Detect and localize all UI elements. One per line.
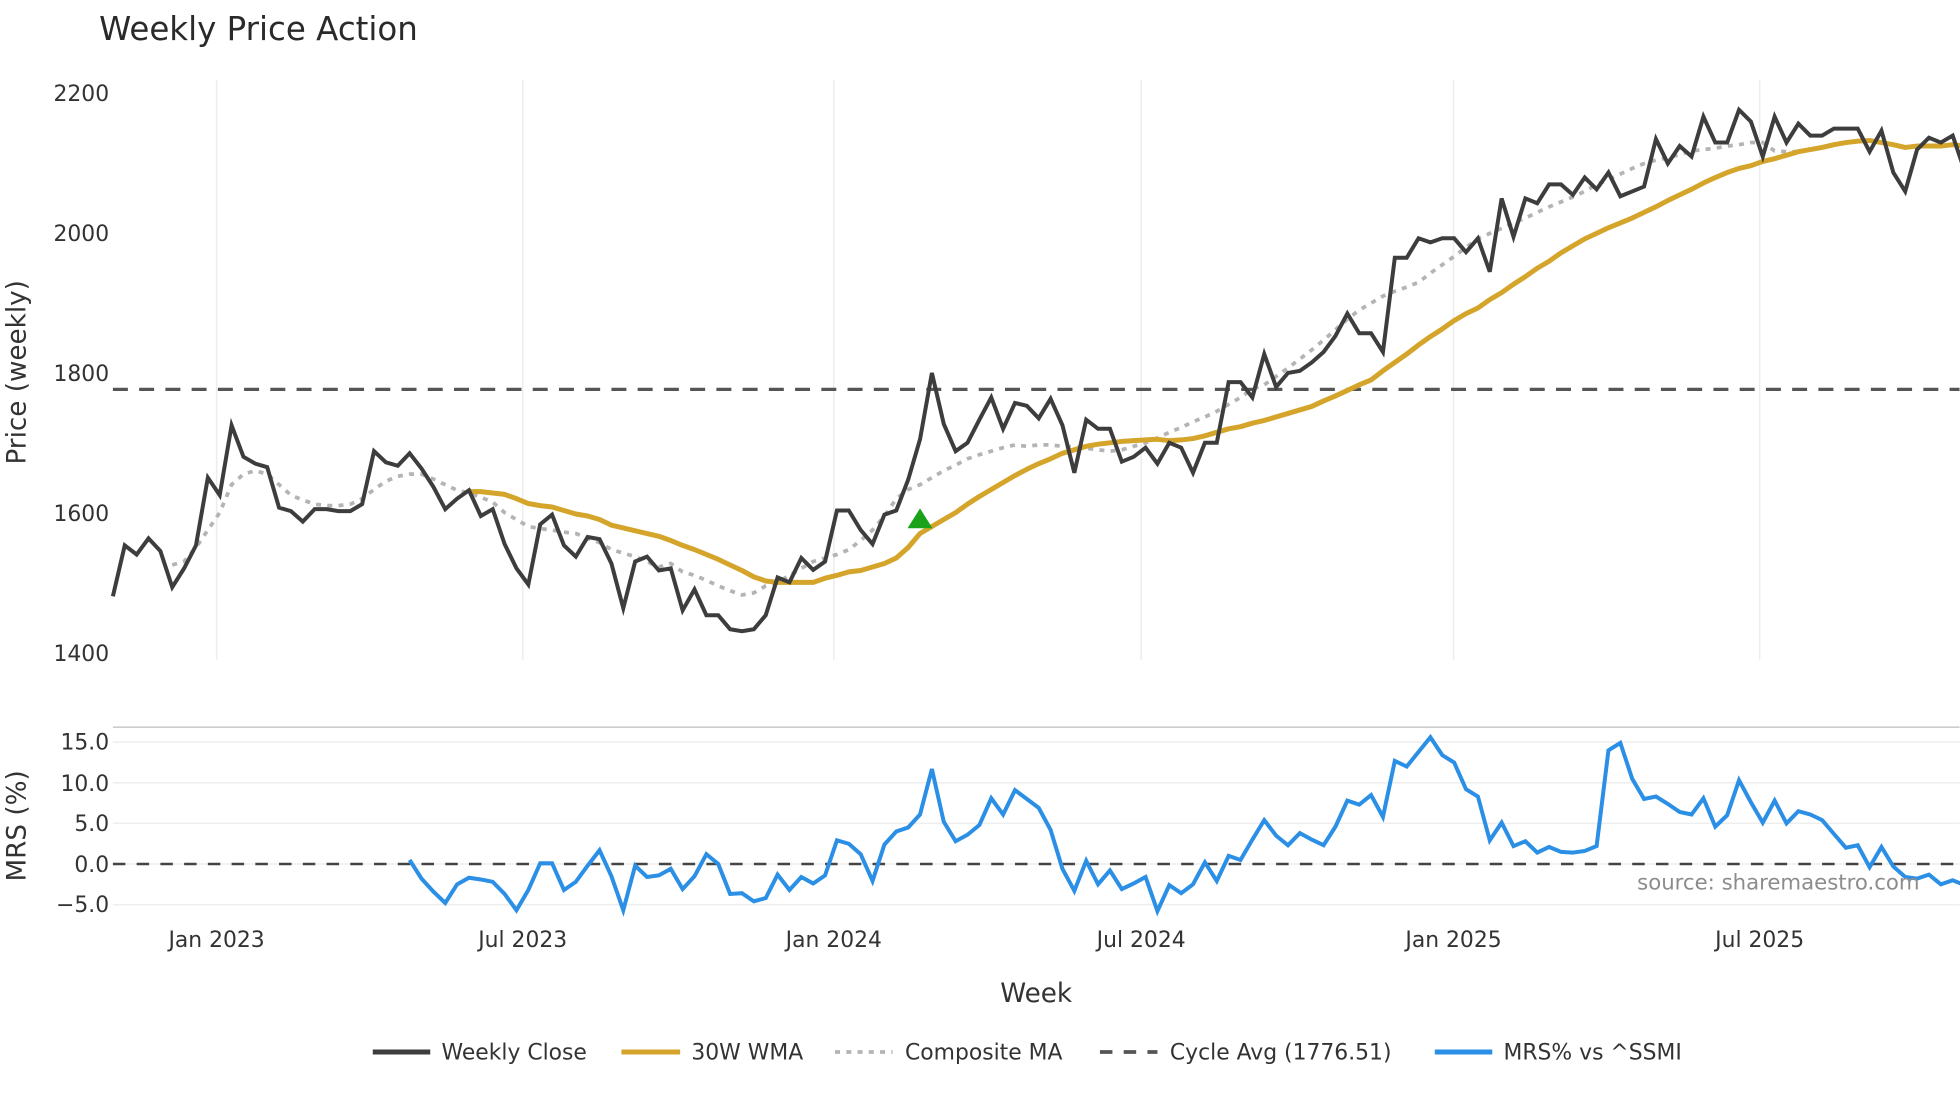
y-tick-1400: 1400 [54,642,110,667]
legend-item-composite-ma[interactable]: Composite MA [835,1041,1063,1066]
source-label: source: sharemaestro.com [1637,871,1919,896]
bottom-y-axis-title: MRS (%) [2,770,32,881]
top-y-axis-title: Price (weekly) [2,280,32,464]
mrs-line [407,733,1960,918]
x-tick-jul-2025: Jul 2025 [1713,928,1804,953]
composite-ma-line [171,140,1823,597]
legend-item-mrs[interactable]: MRS% vs ^SSMI [1434,1041,1682,1066]
legend-item-cycle-avg[interactable]: Cycle Avg (1776.51) [1099,1041,1392,1066]
legend-label: Composite MA [905,1041,1062,1066]
legend-label: MRS% vs ^SSMI [1504,1041,1682,1066]
mrs-tick-15: 15.0 [60,731,109,756]
legend-item-weekly-close[interactable]: Weekly Close [372,1041,587,1066]
mrs-tick-minus5: −5.0 [56,893,109,918]
mrs-tick-5: 5.0 [74,812,109,837]
mrs-tick-10: 10.0 [60,772,109,797]
wma-30w-line [468,137,1960,585]
top-y-axis: 2200 2000 1800 1600 1400 [54,82,110,667]
x-axis: Jan 2023 Jul 2023 Jan 2024 Jul 2024 Jan … [166,928,1804,953]
x-tick-jan-2023: Jan 2023 [166,928,264,953]
chart-title: Weekly Price Action [99,10,418,48]
legend-label: 30W WMA [691,1041,803,1066]
legend: Weekly Close 30W WMA Composite MA Cycle … [372,1041,1682,1066]
top-panel-gridlines [215,79,1761,660]
y-tick-2000: 2000 [54,222,110,247]
x-tick-jul-2023: Jul 2023 [476,928,567,953]
legend-label: Weekly Close [441,1041,586,1066]
x-tick-jan-2025: Jan 2025 [1403,928,1501,953]
legend-label: Cycle Avg (1776.51) [1170,1041,1392,1066]
y-tick-1600: 1600 [54,502,110,527]
bottom-panel-gridlines [112,741,1960,906]
weekly-close-line [110,106,1960,634]
buy-signal-triangle-icon [907,508,933,529]
y-tick-2200: 2200 [54,82,110,107]
y-tick-1800: 1800 [54,362,110,387]
mrs-tick-0: 0.0 [74,853,109,878]
legend-item-30w-wma[interactable]: 30W WMA [621,1041,803,1066]
x-axis-title: Week [1000,979,1073,1009]
bottom-y-axis: 15.0 10.0 5.0 0.0 −5.0 [56,731,109,918]
x-tick-jul-2024: Jul 2024 [1095,928,1186,953]
x-tick-jan-2024: Jan 2024 [784,928,882,953]
